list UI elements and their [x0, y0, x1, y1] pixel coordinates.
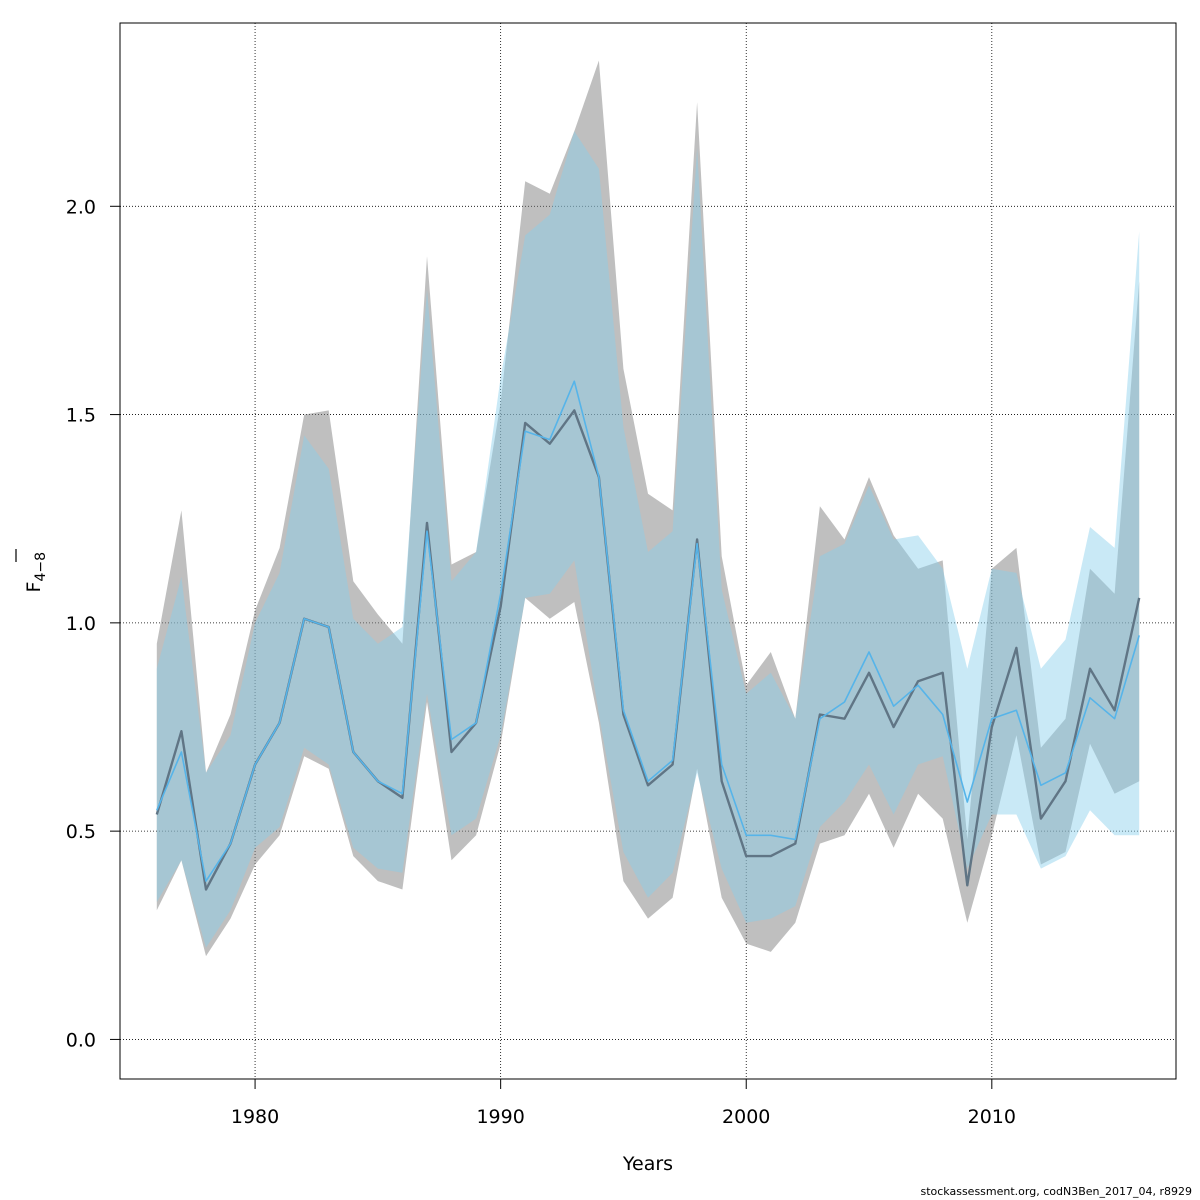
x-tick-label: 2000 — [722, 1106, 770, 1128]
y-axis-title-sub: 4−8 — [33, 552, 49, 582]
y-axis-title: F4−8 — [15, 549, 49, 592]
x-tick-label: 2010 — [968, 1106, 1016, 1128]
y-tick-label: 0.5 — [66, 821, 96, 843]
estimate-lines — [155, 380, 1141, 891]
x-tick-label: 1990 — [476, 1106, 524, 1128]
x-tick-label: 1980 — [231, 1106, 279, 1128]
y-tick-label: 0.0 — [66, 1029, 96, 1051]
estimate-line-1 — [156, 380, 1140, 882]
y-tick-label: 1.0 — [66, 613, 96, 635]
x-axis-title: Years — [622, 1153, 673, 1175]
confidence-band-1 — [156, 131, 1140, 948]
footer-credit: stockassessment.org, codN3Ben_2017_04, r… — [920, 1185, 1192, 1198]
confidence-band-0 — [156, 60, 1140, 957]
y-tick-label: 1.5 — [66, 405, 96, 427]
confidence-bands — [156, 60, 1140, 957]
y-axis-title-main: F — [23, 582, 45, 593]
axes: 1980 1990 2000 2010 0.0 0.5 1.0 1.5 2.0 — [66, 196, 1016, 1128]
y-tick-label: 2.0 — [66, 196, 96, 218]
svg-text:F4−8: F4−8 — [23, 552, 49, 592]
plot-frame — [119, 22, 1177, 1080]
